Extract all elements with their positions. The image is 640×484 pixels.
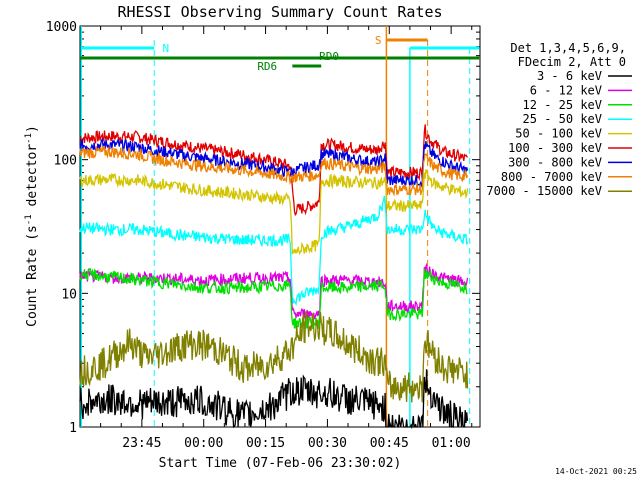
series-line-7000-15000-keV [79,311,469,403]
y-tick-label: 1000 [46,20,77,35]
x-tick-label: 23:45 [122,436,161,451]
saa-flag-label: S [375,34,382,47]
legend-label: 6 - 12 keV [530,83,602,97]
x-tick-label: 00:15 [246,436,285,451]
x-tick-label: 00:30 [308,436,347,451]
x-axis-label: Start Time (07-Feb-06 23:30:02) [159,456,402,471]
series-line-12-25-keV [79,267,468,330]
rd6-flag-label: RD6 [257,60,277,73]
legend-label: 300 - 800 keV [508,155,602,169]
x-tick-label: 00:45 [370,436,409,451]
rd0-flag-label: RD0 [319,50,339,63]
night-flag-label: N [162,42,169,55]
y-tick-label: 1 [69,421,77,436]
legend-label: 800 - 7000 keV [501,170,602,184]
legend-label: 3 - 6 keV [537,69,602,83]
series-line-25-50-keV [79,195,469,307]
series-line-800-7000-keV [79,145,469,197]
generation-date: 14-Oct-2021 00:25 [555,467,637,476]
legend-label: 25 - 50 keV [523,112,602,126]
legend-label: 7000 - 15000 keV [486,184,602,198]
x-tick-label: 01:00 [432,436,471,451]
legend-label: 50 - 100 keV [515,127,602,141]
x-tick-label: 00:00 [184,436,223,451]
series-line-6-12-keV [79,262,469,321]
y-axis-label: Count Rate (s-1 detector-1) [24,125,40,327]
series-line-100-300-keV [79,124,469,217]
y-tick-label: 10 [61,287,77,302]
legend-header-line1: Det 1,3,4,5,6,9, [510,41,626,55]
plot-frame [79,25,481,428]
chart-title: RHESSI Observing Summary Count Rates [117,3,442,21]
legend-header-line2: FDecim 2, Att 0 [518,55,626,69]
y-tick-label: 100 [54,154,77,169]
series-line-50-100-keV [79,169,469,256]
legend-label: 100 - 300 keV [508,141,602,155]
legend-label: 12 - 25 keV [523,98,602,112]
series-line-3-6-keV [79,369,469,430]
series-line-300-800-keV [79,137,469,189]
